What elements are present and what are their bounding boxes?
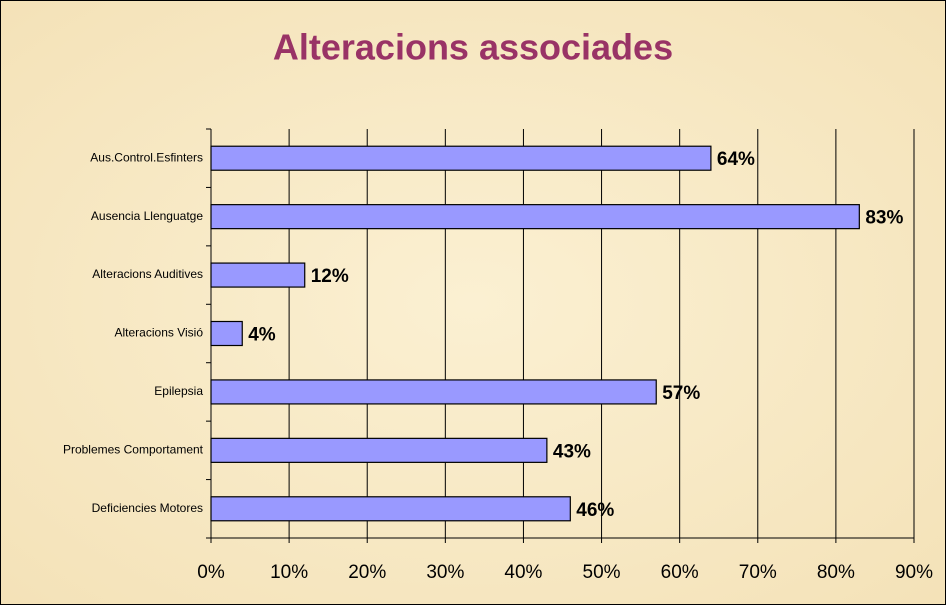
x-tick-label: 20% (348, 562, 386, 583)
value-label: 46% (576, 500, 614, 521)
x-tick-label: 60% (661, 562, 699, 583)
bar (210, 262, 306, 288)
value-label: 57% (662, 383, 700, 404)
x-tick-label: 80% (817, 562, 855, 583)
bar (210, 204, 860, 230)
y-tick-label: Alteracions Visió (115, 326, 204, 340)
value-label: 64% (717, 149, 755, 170)
y-tick-label: Epilepsia (154, 384, 203, 398)
y-tick-label: Alteracions Auditives (92, 267, 203, 281)
y-tick-label: Aus.Control.Esfinters (90, 150, 203, 164)
value-label: 83% (865, 208, 903, 229)
bar (210, 437, 548, 463)
y-tick-label: Problemes Comportament (63, 443, 204, 457)
chart-title: Alteracions associades (273, 27, 673, 68)
bar (210, 496, 571, 522)
x-tick-label: 70% (739, 562, 777, 583)
bar (210, 379, 657, 405)
value-label: 43% (553, 441, 591, 462)
x-tick-label: 10% (270, 562, 308, 583)
y-tick-label: Deficiencies Motores (92, 501, 203, 515)
x-tick-label: 90% (895, 562, 933, 583)
x-tick-label: 0% (197, 562, 225, 583)
value-label: 4% (248, 325, 276, 346)
y-tick-label: Ausencia Llenguatge (91, 209, 203, 223)
x-tick-label: 40% (504, 562, 542, 583)
x-tick-label: 30% (426, 562, 464, 583)
x-tick-label: 50% (583, 562, 621, 583)
bar (210, 320, 243, 347)
value-label: 12% (311, 266, 349, 287)
bar (210, 145, 712, 171)
